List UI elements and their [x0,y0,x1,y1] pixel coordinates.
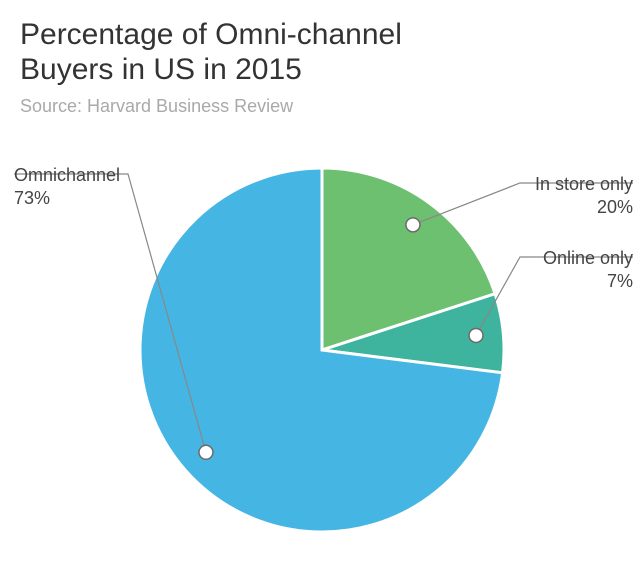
slice-marker-instore [406,218,420,232]
slice-percent-text: 7% [543,270,633,293]
slice-label-omnichannel: Omnichannel 73% [14,164,120,209]
figure: Percentage of Omni-channel Buyers in US … [0,0,644,562]
slice-percent-text: 73% [14,187,120,210]
slice-marker-omni [199,445,213,459]
slice-label-text: Online only [543,248,633,268]
slice-percent-text: 20% [535,196,633,219]
pie-chart: In store only 20% Online only 7% Omnicha… [0,130,644,562]
slice-label-text: Omnichannel [14,165,120,185]
slice-label-instore: In store only 20% [535,173,633,218]
slice-label-text: In store only [535,174,633,194]
chart-source: Source: Harvard Business Review [20,96,293,117]
slice-marker-online [469,328,483,342]
slice-label-online: Online only 7% [543,247,633,292]
chart-title: Percentage of Omni-channel Buyers in US … [20,18,402,87]
